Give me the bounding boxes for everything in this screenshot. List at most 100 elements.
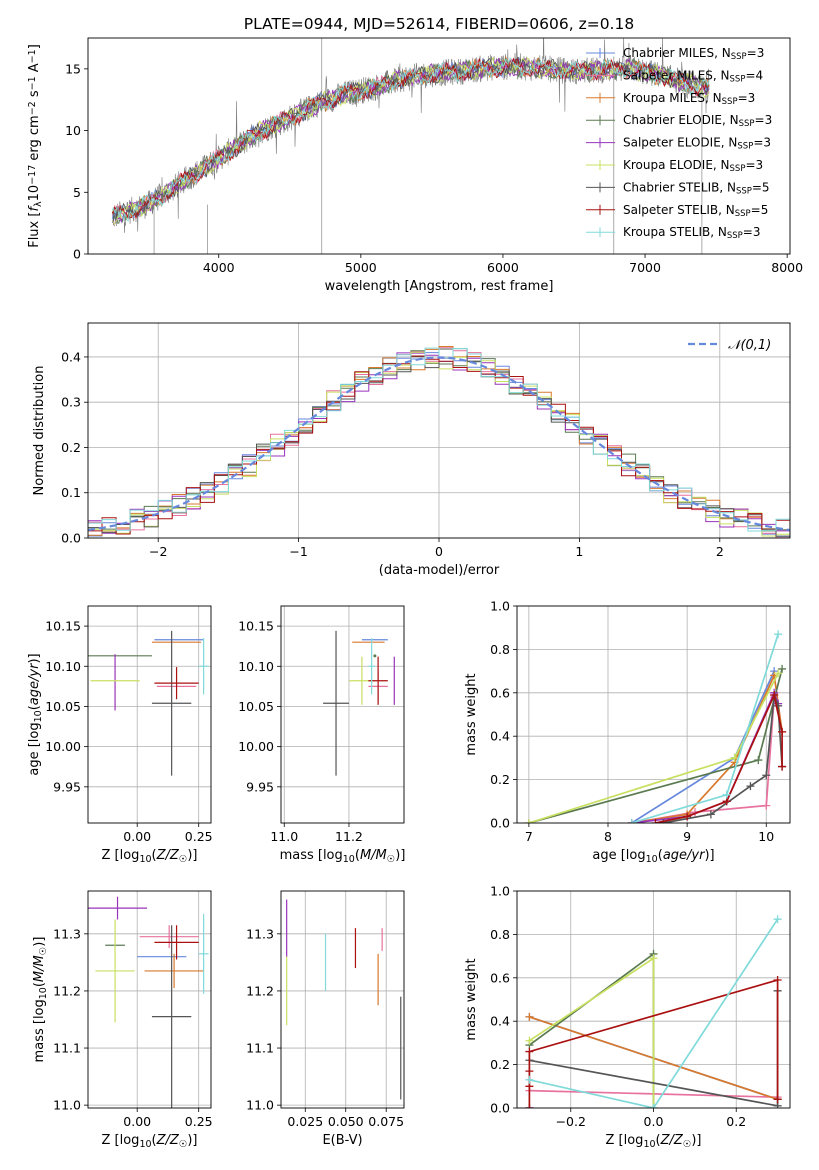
legend-text: Chabrier STELIB, N (623, 180, 736, 194)
weight-marker (778, 664, 787, 673)
weight-line-chabrier-elodie (528, 668, 783, 823)
legend-entry: Salpeter ELODIE, NSSP=3 (586, 136, 771, 152)
legend-count: =3 (753, 136, 771, 150)
legend-label: Salpeter STELIB, NSSP=5 (623, 203, 768, 219)
point-marker (373, 654, 377, 658)
weight-marker (651, 819, 660, 823)
x-tick-label: 5000 (345, 260, 377, 275)
y-tick-label: 11.0 (53, 1098, 81, 1113)
label-fragment: 10 (139, 854, 151, 865)
y-tick-label: 10.05 (45, 699, 81, 714)
x-tick-label: 0.075 (368, 1114, 404, 1129)
label-fragment: erg cm (27, 115, 42, 164)
errorbar-point (88, 896, 148, 920)
legend-label: Kroupa STELIB, NSSP=3 (623, 225, 761, 241)
y-tick-label: 0.0 (490, 1101, 510, 1116)
weight-marker (770, 690, 779, 699)
y-axis-label: age [log10(age/yr)] (27, 653, 44, 775)
x-axis-label: mass [log10(M/M☉)] (280, 848, 406, 865)
y-tick-label: 9.95 (53, 779, 81, 794)
label-fragment: Z/Z (156, 848, 180, 863)
residuals-panel: −2 −1 0 1 2 0.0 0.1 0.2 0.3 0.4 (data-model)/error… (32, 322, 791, 578)
label-fragment: −1 (27, 49, 38, 63)
y-tick-label: 11.1 (53, 1041, 81, 1056)
legend-text: Salpeter MILES, N (623, 68, 730, 82)
label-fragment: ( (27, 705, 42, 710)
legend-text: Kroupa STELIB, N (623, 225, 727, 239)
label-fragment: 10 (33, 710, 44, 722)
legend-entry: Kroupa MILES, NSSP=3 (586, 91, 755, 107)
y-tick-label: 11.1 (246, 1041, 274, 1056)
legend-entry: Chabrier ELODIE, NSSP=3 (586, 113, 772, 129)
x-tick-label: 8000 (771, 260, 803, 275)
x-tick-label: 2 (716, 544, 724, 559)
x-axis-label: wavelength [Angstrom, rest frame] (325, 279, 554, 294)
legend-label: Chabrier MILES, NSSP=3 (623, 46, 764, 62)
gaussian-reference-curve (88, 356, 790, 532)
mass_vs_Z-frame (87, 890, 212, 1109)
legend-count: =3 (747, 46, 765, 60)
weight-line-salpeter-stelib (655, 692, 783, 823)
label-fragment: 10 (139, 1139, 151, 1150)
x-tick-label: −1 (289, 544, 307, 559)
y-tick-label: 10.10 (238, 659, 274, 674)
legend-count: =3 (738, 91, 756, 105)
x-axis-label: (data-model)/error (379, 563, 500, 578)
y-tick-label: 10 (65, 123, 81, 138)
x-axis-label: age [log10(age/yr)] (592, 848, 714, 865)
weight-marker (774, 630, 783, 639)
model-spectrum-salpeter-stelib (111, 57, 710, 220)
legend-entry: Chabrier STELIB, NSSP=5 (586, 180, 770, 197)
label-fragment: )] (27, 653, 42, 663)
legend-count: =4 (745, 68, 763, 82)
label-fragment: Flux [ (27, 212, 42, 248)
weight-line-kroupa-stelib (529, 918, 779, 1108)
label-fragment: )] (32, 937, 47, 947)
x-tick-label: 11.2 (335, 829, 363, 844)
errorbar-point (95, 919, 135, 1023)
label-fragment: ( (152, 848, 157, 863)
x-tick-label: 8 (604, 829, 612, 844)
label-fragment: ☉ (38, 947, 49, 956)
weight-marker (524, 819, 533, 823)
label-fragment: s (27, 90, 42, 101)
spectrum-plot-area (111, 38, 710, 254)
label-fragment: −1 (27, 76, 38, 90)
weight-marker (746, 782, 755, 791)
weight-marker (773, 975, 782, 984)
y-tick-label: 0.2 (490, 772, 510, 787)
y-axis-label: mass [log10(M/M☉)] (32, 937, 49, 1063)
legend-count: =5 (751, 203, 769, 217)
legend-entry: Salpeter STELIB, NSSP=5 (586, 203, 768, 219)
weight-marker (730, 753, 739, 762)
weight-marker (525, 1067, 534, 1076)
model-spectrum-kroupa-elodie (111, 56, 710, 226)
label-fragment: ☉ (179, 1139, 188, 1150)
model-spectrum-chabrier-stelib (112, 56, 710, 222)
legend-label: 𝒩(0,1) (728, 338, 771, 353)
label-fragment: Z/Z (156, 1133, 180, 1148)
legend-count: =3 (743, 225, 761, 239)
label-fragment: Z [log (102, 1133, 140, 1148)
y-tick-label: 0.2 (61, 440, 81, 455)
y-tick-label: 11.3 (246, 926, 274, 941)
x-tick-label: 7 (525, 829, 533, 844)
legend-text: Kroupa ELODIE, N (623, 158, 730, 172)
mass_vs_EBV-panel: 0.025 0.050 0.075 11.0 11.1 11.2 11.3 E(B-V) (246, 890, 405, 1148)
age_vs_mass-panel: 11.0 11.2 9.95 10.00 10.05 10.10 10.15 mass [lo… (238, 605, 406, 865)
residuals-plot-area (88, 346, 790, 538)
x-tick-label: 1 (575, 544, 583, 559)
label-fragment: A (27, 63, 42, 76)
label-fragment: )] (691, 1133, 701, 1148)
weight-marker (706, 810, 715, 819)
y-tick-label: 10.05 (238, 699, 274, 714)
errorbar-point (139, 925, 199, 949)
weight-marker (774, 701, 783, 710)
x-axis-label: E(B-V) (322, 1133, 362, 1148)
label-fragment: Z [log (102, 848, 140, 863)
label-fragment: 10 (27, 185, 42, 202)
y-tick-label: 0.4 (61, 349, 81, 364)
x-tick-label: 0.25 (185, 1114, 213, 1129)
